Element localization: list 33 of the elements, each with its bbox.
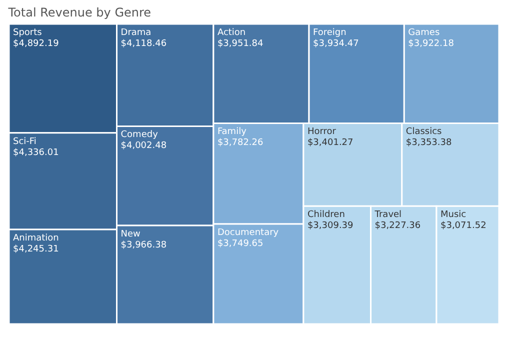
data-label: $3,922.18 [408,39,454,49]
category-label: Games [408,28,440,38]
category-label: Action [217,28,246,38]
text: Total Revenue by Genre [7,5,152,20]
category-label: Sports [13,28,42,38]
category-label: Children [307,210,345,220]
data-label: $4,336.01 [13,148,59,158]
category-label: Travel [374,210,402,220]
data-label: $4,892.19 [13,39,60,49]
data-label: $3,782.26 [217,138,264,148]
data-label: $4,002.48 [120,141,167,152]
data-label: $4,245.31 [13,244,59,254]
category-label: Music [440,210,466,220]
category-label: Classics [406,127,442,138]
data-label: $3,401.27 [307,138,354,148]
data-label: $3,227.36 [374,221,421,232]
category-label: Comedy [120,130,159,140]
category-label: Animation [13,233,59,244]
category-label: Sci-Fi [13,136,36,147]
category-label: Foreign [313,28,346,38]
data-label: $3,309.39 [307,221,354,232]
category-label: Documentary [217,228,280,238]
data-label: $3,749.65 [217,239,264,250]
category-label: Drama [120,28,152,38]
category-label: Family [217,127,248,138]
data-label: $3,353.38 [406,138,452,148]
data-label: $4,118.46 [120,39,167,49]
category-label: Horror [307,127,336,138]
data-label: $3,071.52 [440,221,486,232]
data-label: $3,934.47 [313,39,359,49]
data-label: $3,966.38 [120,240,167,251]
data-label: $3,951.84 [217,39,264,49]
category-label: New [120,230,140,240]
